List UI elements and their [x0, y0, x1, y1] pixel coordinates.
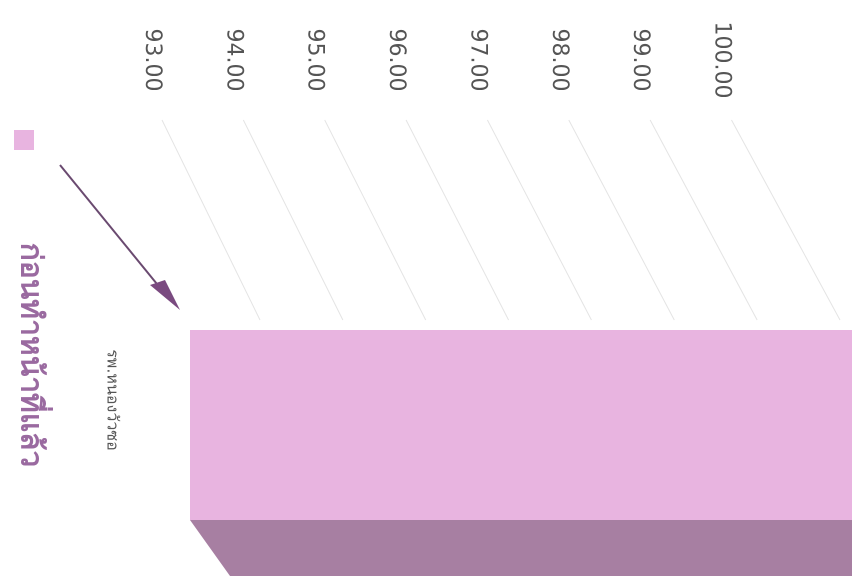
grid-line [731, 119, 841, 321]
x-tick-label: 100.00 [710, 22, 735, 99]
x-tick-label: 93.00 [140, 29, 165, 92]
bar-bottom-face [190, 520, 852, 576]
x-tick-label: 97.00 [465, 29, 490, 92]
bar-segment [190, 330, 852, 520]
grid-line [568, 119, 675, 321]
x-tick-label: 98.00 [547, 29, 572, 92]
arrow-head [150, 280, 180, 310]
grid-line [486, 119, 592, 321]
grid-line [405, 119, 510, 321]
category-label: รพ.หนองวัวซอ [104, 349, 123, 451]
grid-line [161, 119, 261, 321]
x-tick-label: 95.00 [303, 29, 328, 92]
x-tick-label: 96.00 [384, 29, 409, 92]
grid-line [242, 119, 344, 321]
legend-label: ก่อนทำหน้าที่แล้ว [14, 243, 54, 468]
x-tick-label: 99.00 [628, 29, 653, 92]
grid-line [649, 119, 758, 321]
legend-swatch [14, 130, 34, 150]
x-tick-label: 94.00 [221, 29, 246, 92]
grid-line [324, 119, 427, 321]
arrow [59, 164, 171, 301]
